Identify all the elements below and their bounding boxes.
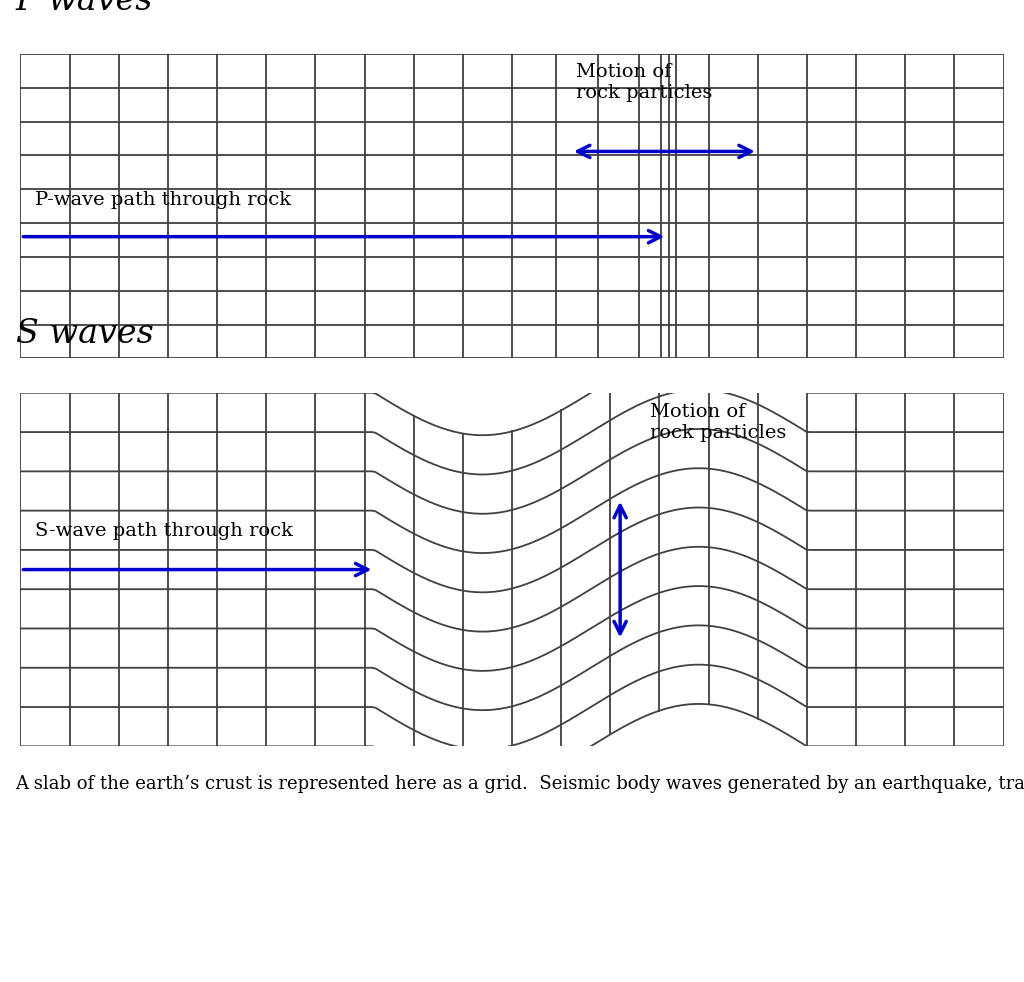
Text: S-wave path through rock: S-wave path through rock	[35, 521, 293, 540]
Text: S waves: S waves	[15, 318, 154, 351]
Text: A slab of the earth’s crust is represented here as a grid.  Seismic body waves g: A slab of the earth’s crust is represent…	[15, 775, 1024, 793]
Text: Motion of
rock particles: Motion of rock particles	[575, 63, 713, 102]
Text: P-wave path through rock: P-wave path through rock	[35, 191, 292, 209]
Text: P waves: P waves	[15, 0, 153, 18]
Text: Motion of
rock particles: Motion of rock particles	[649, 404, 786, 442]
